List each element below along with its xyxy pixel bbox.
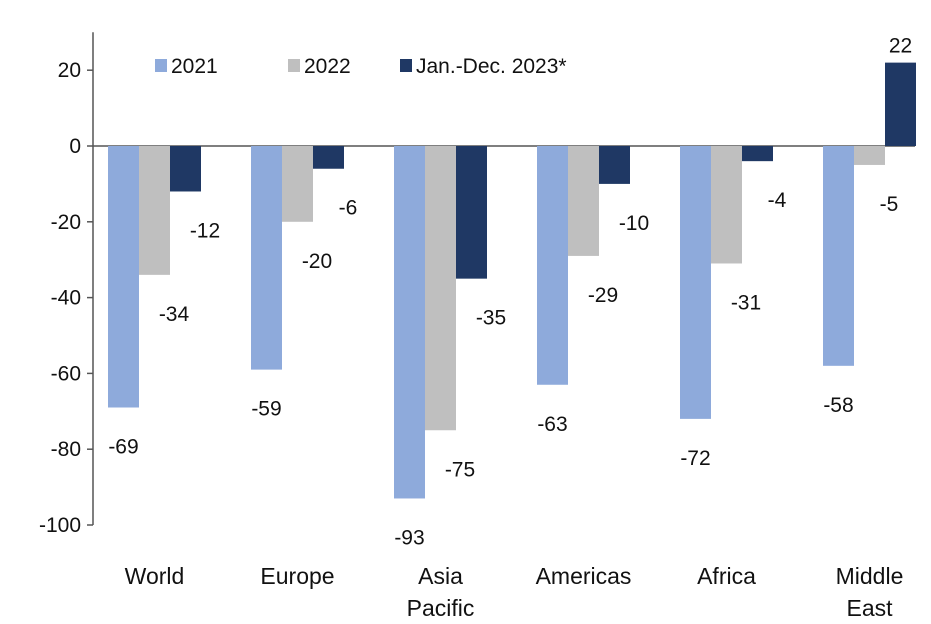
bar-2023 [456,146,487,279]
data-label: -72 [680,447,710,470]
data-label: -63 [537,413,567,436]
legend-swatch [288,59,300,72]
bar-2022 [568,146,599,256]
legend-label: 2021 [171,55,218,78]
data-label: -10 [619,212,649,235]
bar-2022 [282,146,313,222]
data-label: -4 [768,189,787,212]
bar-2021 [537,146,568,385]
bar-2021 [394,146,425,499]
x-category-label: East [846,595,893,621]
data-label: -29 [588,284,618,307]
legend-label: 2022 [304,55,351,78]
data-label: -58 [823,394,853,417]
bar-2022 [711,146,742,264]
bar-2021 [251,146,282,370]
bars [108,62,916,499]
data-label: -69 [108,436,138,459]
bar-2022 [854,146,885,165]
y-tick-label: 0 [69,135,81,158]
y-tick-label: -100 [39,514,81,537]
bar-2021 [680,146,711,419]
data-label: -59 [251,398,281,421]
data-label: -34 [159,303,190,326]
bar-2023 [742,146,773,162]
data-label: -6 [339,197,358,220]
y-tick-label: -20 [51,211,81,234]
y-tick-label: -80 [51,438,81,461]
y-tick-label: 20 [58,59,81,82]
bar-2023 [885,62,916,147]
data-label: -93 [394,526,424,549]
legend-swatch [400,59,412,72]
data-label: -31 [731,291,761,314]
axes: 20 0 -20 -40 -60 -80 -100 World Europe Asia Pacifi… [39,32,915,621]
data-label: -20 [302,250,332,273]
bar-2023 [599,146,630,184]
x-category-label: Americas [536,563,632,589]
data-label: -75 [445,458,475,481]
x-category-label: Pacific [407,595,475,621]
y-tick-label: -60 [51,362,81,385]
bar-2021 [108,146,139,408]
x-category-label: Europe [260,563,334,589]
x-category-label: Middle [836,563,904,589]
x-category-label: Africa [697,563,756,589]
bar-2022 [425,146,456,431]
data-labels: -69 -34 -12 -59 -20 -6 -93 -75 -35 -63 -29 -10 -72 -3… [108,35,912,550]
x-category-label: Asia [418,563,463,589]
data-label: -35 [476,307,506,330]
data-label: -12 [190,219,220,242]
x-category-label: World [125,563,185,589]
legend-swatch [155,59,167,72]
bar-2023 [313,146,344,169]
data-label: 22 [889,35,912,58]
data-label: -5 [880,193,899,216]
legend: 2021 2022 Jan.-Dec. 2023* [155,55,567,78]
bar-2021 [823,146,854,366]
bar-2022 [139,146,170,275]
y-tick-label: -40 [51,287,81,310]
bar-2023 [170,146,201,192]
legend-label: Jan.-Dec. 2023* [416,55,567,78]
